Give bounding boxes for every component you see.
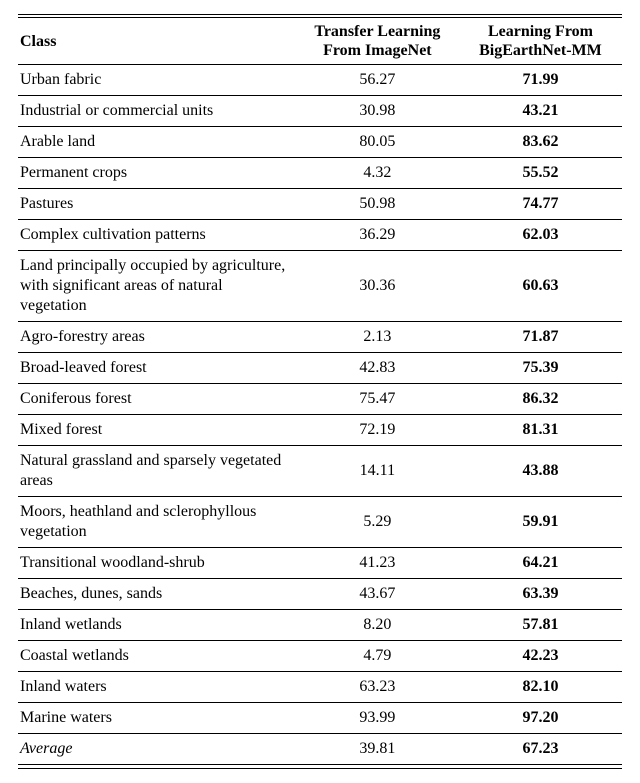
class-cell: Coastal wetlands [18,641,296,672]
header-imagenet-line2: From ImageNet [323,42,432,59]
imagenet-cell: 42.83 [296,353,459,384]
imagenet-cell: 4.32 [296,158,459,189]
imagenet-cell: 80.05 [296,127,459,158]
bigearth-cell: 63.39 [459,579,622,610]
bigearth-cell: 75.39 [459,353,622,384]
table-row: Coniferous forest75.4786.32 [18,384,622,415]
bottom-double-rule [18,764,622,769]
summary-bigearth: 67.23 [459,734,622,764]
class-cell: Inland wetlands [18,610,296,641]
table-row: Agro-forestry areas2.1371.87 [18,322,622,353]
bigearth-cell: 83.62 [459,127,622,158]
bigearth-cell: 57.81 [459,610,622,641]
table-rows: Urban fabric56.2771.99Industrial or comm… [18,65,622,733]
table-row: Inland waters63.2382.10 [18,672,622,703]
bigearth-cell: 55.52 [459,158,622,189]
header-bigearth-line2: BigEarthNet-MM [479,42,602,59]
class-cell: Complex cultivation patterns [18,220,296,251]
table-row: Transitional woodland-shrub41.2364.21 [18,548,622,579]
table-row: Land principally occupied by agriculture… [18,251,622,322]
bigearth-cell: 86.32 [459,384,622,415]
table-row: Marine waters93.9997.20 [18,703,622,734]
imagenet-cell: 41.23 [296,548,459,579]
class-cell: Moors, heathland and sclerophyllous vege… [18,497,296,548]
header-class-label: Class [20,33,56,50]
table-row: Arable land80.0583.62 [18,127,622,158]
imagenet-cell: 4.79 [296,641,459,672]
imagenet-cell: 56.27 [296,65,459,96]
imagenet-cell: 93.99 [296,703,459,734]
class-cell: Coniferous forest [18,384,296,415]
table-row: Coastal wetlands4.7942.23 [18,641,622,672]
bigearth-cell: 62.03 [459,220,622,251]
bigearth-cell: 59.91 [459,497,622,548]
table-row: Industrial or commercial units30.9843.21 [18,96,622,127]
table-row: Inland wetlands8.2057.81 [18,610,622,641]
bigearth-cell: 71.99 [459,65,622,96]
header-class: Class [18,18,296,64]
imagenet-cell: 43.67 [296,579,459,610]
results-table: Class Transfer Learning From ImageNet Le… [18,18,622,764]
class-cell: Arable land [18,127,296,158]
imagenet-cell: 30.36 [296,251,459,322]
bigearth-cell: 43.88 [459,446,622,497]
imagenet-cell: 30.98 [296,96,459,127]
table-row: Pastures50.9874.77 [18,189,622,220]
table-row: Beaches, dunes, sands43.6763.39 [18,579,622,610]
class-cell: Mixed forest [18,415,296,446]
table-body: Class Transfer Learning From ImageNet Le… [18,18,622,65]
class-cell: Beaches, dunes, sands [18,579,296,610]
imagenet-cell: 63.23 [296,672,459,703]
class-cell: Broad-leaved forest [18,353,296,384]
summary-imagenet: 39.81 [296,734,459,764]
table-row: Urban fabric56.2771.99 [18,65,622,96]
class-cell: Permanent crops [18,158,296,189]
summary-row: Average 39.81 67.23 [18,734,622,764]
class-cell: Natural grassland and sparsely vegetated… [18,446,296,497]
table-header-row: Class Transfer Learning From ImageNet Le… [18,18,622,64]
bigearth-cell: 64.21 [459,548,622,579]
table-row: Complex cultivation patterns36.2962.03 [18,220,622,251]
bigearth-cell: 81.31 [459,415,622,446]
header-bigearth: Learning From BigEarthNet-MM [459,18,622,64]
imagenet-cell: 75.47 [296,384,459,415]
bigearth-cell: 82.10 [459,672,622,703]
bigearth-cell: 97.20 [459,703,622,734]
table-summary-body: Average 39.81 67.23 [18,733,622,764]
class-cell: Inland waters [18,672,296,703]
imagenet-cell: 72.19 [296,415,459,446]
table-row: Natural grassland and sparsely vegetated… [18,446,622,497]
table-row: Permanent crops4.3255.52 [18,158,622,189]
bigearth-cell: 71.87 [459,322,622,353]
imagenet-cell: 14.11 [296,446,459,497]
imagenet-cell: 36.29 [296,220,459,251]
table-row: Mixed forest72.1981.31 [18,415,622,446]
class-cell: Pastures [18,189,296,220]
class-cell: Industrial or commercial units [18,96,296,127]
table-row: Broad-leaved forest42.8375.39 [18,353,622,384]
header-imagenet-line1: Transfer Learning [314,23,440,40]
class-cell: Urban fabric [18,65,296,96]
class-cell: Marine waters [18,703,296,734]
bigearth-cell: 43.21 [459,96,622,127]
class-cell: Transitional woodland-shrub [18,548,296,579]
bigearth-cell: 42.23 [459,641,622,672]
bigearth-cell: 74.77 [459,189,622,220]
class-cell: Land principally occupied by agriculture… [18,251,296,322]
imagenet-cell: 5.29 [296,497,459,548]
class-cell: Agro-forestry areas [18,322,296,353]
table-row: Moors, heathland and sclerophyllous vege… [18,497,622,548]
header-imagenet: Transfer Learning From ImageNet [296,18,459,64]
bigearth-cell: 60.63 [459,251,622,322]
summary-label: Average [18,734,296,764]
imagenet-cell: 50.98 [296,189,459,220]
imagenet-cell: 8.20 [296,610,459,641]
header-bigearth-line1: Learning From [488,23,593,40]
imagenet-cell: 2.13 [296,322,459,353]
